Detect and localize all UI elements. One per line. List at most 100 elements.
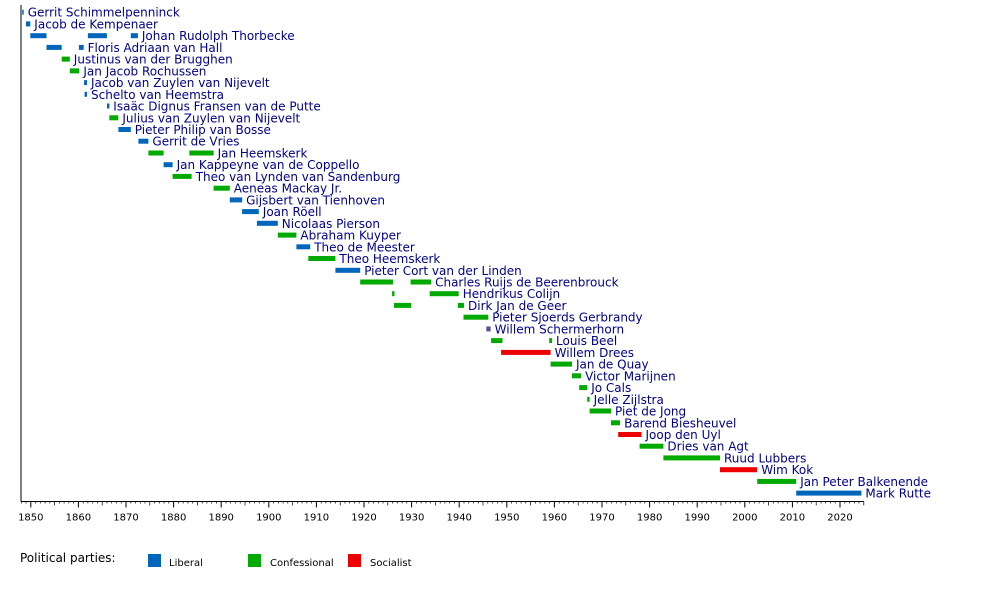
timeline-row: Gerrit de Vries [138,135,240,149]
timeline-row: Jacob van Zuylen van Nijevelt [84,76,270,90]
timeline-row: Theo de Meester [296,240,415,254]
pm-name-label: Julius van Zuylen van Nijevelt [121,111,300,125]
term-bar [109,115,119,121]
pm-name-label: Victor Marijnen [585,369,676,383]
pm-name-label: Pieter Sjoerds Gerbrandy [492,311,642,325]
pm-name-label: Jan Kappeyne van de Coppello [176,158,360,172]
pm-name-label: Hendrikus Colijn [463,287,560,301]
timeline-row: Justinus van der Brugghen [61,53,233,67]
term-bar [463,314,489,320]
term-bar [148,150,164,156]
timeline-row: Aeneas Mackay Jr. [213,182,342,196]
pm-name-label: Theo van Lynden van Sandenburg [195,170,401,184]
timeline-row: Joan Röell [242,205,322,219]
pm-name-label: Gerrit Schimmelpenninck [28,6,180,20]
term-bar [138,138,149,144]
timeline-row: Jan Kappeyne van de Coppello [163,158,360,172]
term-bar [213,185,230,191]
term-bar [394,302,412,308]
pm-name-label: Piet de Jong [615,405,686,419]
term-bar [256,220,278,226]
timeline-row: Pieter Cort van der Linden [335,264,522,278]
term-bar [587,396,590,402]
term-bar [429,291,459,297]
term-bar [550,361,572,367]
x-tick-label: 1910 [304,513,329,524]
timeline-row: Ruud Lubbers [663,451,806,465]
term-bar [392,291,395,297]
pm-name-label: Justinus van der Brugghen [73,53,233,67]
legend: Political parties: Liberal Confessional … [20,551,412,569]
pm-name-label: Jan Heemskerk [217,147,308,161]
x-tick-label: 2020 [827,513,852,524]
term-bar [579,385,588,391]
pm-name-label: Jelle Zijlstra [593,393,664,407]
term-bar [360,279,393,285]
x-tick-label: 1960 [542,513,567,524]
timeline-row: Victor Marijnen [572,369,676,383]
x-tick-label: 1890 [208,513,233,524]
pm-name-label: Jan Jacob Rochussen [82,64,206,78]
x-tick-label: 1990 [684,513,709,524]
term-bar [22,9,24,15]
term-bar [107,103,110,109]
timeline-row: Pieter Philip van Bosse [118,123,271,137]
timeline-row: Nicolaas Pierson [256,217,380,231]
term-bar [457,302,464,308]
term-bar [589,408,611,414]
x-tick-label: 2010 [780,513,805,524]
term-bar [277,232,297,238]
timeline-row: Jan de Quay [550,358,649,372]
x-tick-label: 1930 [399,513,424,524]
term-bar [26,21,31,27]
timeline-row: Pieter Sjoerds Gerbrandy [463,311,643,325]
term-bar [757,478,797,484]
timeline-row: Hendrikus Colijn [392,287,560,301]
pm-name-label: Barend Biesheuvel [624,416,736,430]
x-tick-label: 1860 [66,513,91,524]
term-bar [549,338,553,344]
pm-name-label: Joan Röell [262,205,322,219]
pm-name-label: Gerrit de Vries [152,135,239,149]
term-bar [296,244,311,250]
term-bar [796,490,862,496]
pm-name-label: Schelto van Heemstra [91,88,224,102]
timeline-row: Willem Schermerhorn [486,322,624,336]
legend-label-confessional: Confessional [270,558,334,569]
timeline-row: Jan Jacob Rochussen [69,64,206,78]
timeline-row: Charles Ruijs de Beerenbrouck [360,276,619,290]
timeline-row: Floris Adriaan van Hall [46,41,222,55]
pm-name-label: Willem Drees [555,346,634,360]
term-bar [335,267,361,273]
term-bar [486,326,491,332]
timeline-row: Theo van Lynden van Sandenburg [172,170,401,184]
legend-swatch-confessional [248,554,261,567]
timeline-row: Schelto van Heemstra [84,88,224,102]
term-bar [189,150,214,156]
term-bar [118,127,131,132]
term-bar [663,455,720,461]
pm-name-label: Johan Rudolph Thorbecke [141,29,295,43]
legend-label-liberal: Liberal [169,558,203,569]
pm-name-label: Gijsbert van Tienhoven [246,193,385,207]
timeline-row: Dirk Jan de Geer [394,299,566,313]
timeline-row: Theo Heemskerk [308,252,440,266]
term-bar [61,56,70,62]
timeline-row: Jan Heemskerk [148,147,307,161]
term-bar [78,44,84,50]
timeline-row: Dries van Agt [639,440,749,454]
timeline-row: Barend Biesheuvel [611,416,736,430]
timeline-row: Abraham Kuyper [277,229,401,243]
pm-name-label: Dirk Jan de Geer [468,299,566,313]
pm-name-label: Pieter Cort van der Linden [364,264,522,278]
term-bar [572,373,581,379]
timeline-row: Julius van Zuylen van Nijevelt [109,111,301,125]
timeline-row: Gijsbert van Tienhoven [229,193,385,207]
legend-swatch-socialist [348,554,361,567]
pm-name-label: Charles Ruijs de Beerenbrouck [435,276,618,290]
term-bar [229,197,243,203]
term-bar [308,256,336,261]
timeline-row: Johan Rudolph Thorbecke [30,29,295,43]
